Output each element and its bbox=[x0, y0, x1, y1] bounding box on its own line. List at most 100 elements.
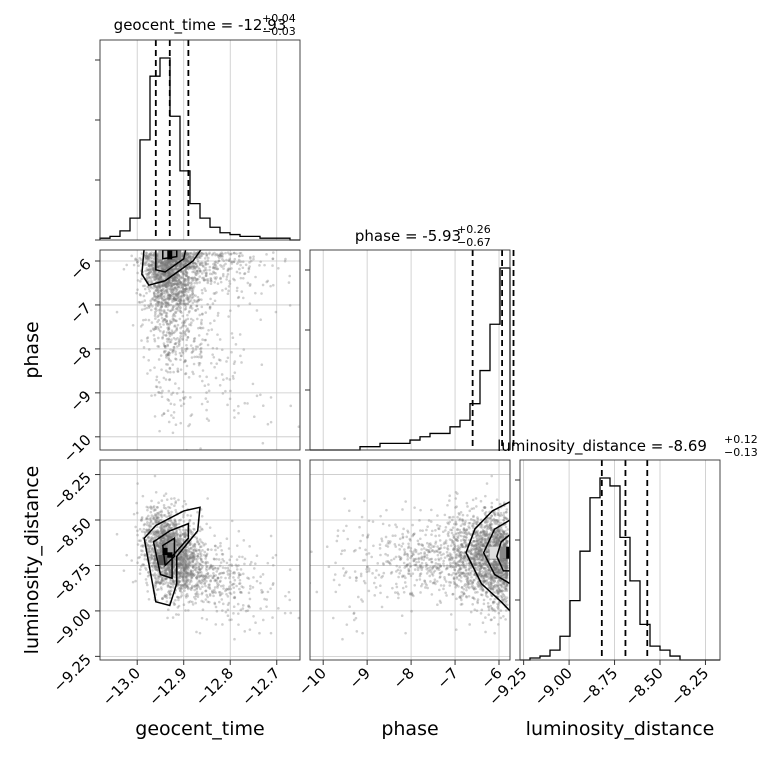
sample-point bbox=[173, 504, 176, 507]
sample-point bbox=[191, 601, 194, 604]
sample-point bbox=[230, 563, 233, 566]
sample-point bbox=[172, 431, 175, 434]
sample-point bbox=[285, 580, 288, 583]
sample-point bbox=[182, 565, 185, 568]
sample-point bbox=[218, 573, 221, 576]
sample-point bbox=[183, 500, 186, 503]
sample-point bbox=[214, 591, 217, 594]
sample-point bbox=[157, 289, 160, 292]
sample-point bbox=[154, 562, 157, 565]
sample-point bbox=[180, 354, 183, 357]
sample-point bbox=[228, 602, 231, 605]
sample-point bbox=[220, 576, 223, 579]
sample-point bbox=[228, 619, 231, 622]
sample-point bbox=[195, 631, 198, 634]
sample-point bbox=[237, 623, 240, 626]
sample-point bbox=[166, 301, 169, 304]
sample-point bbox=[233, 605, 236, 608]
sample-point bbox=[471, 603, 474, 606]
sample-point bbox=[145, 528, 148, 531]
sample-point bbox=[207, 344, 210, 347]
sample-point bbox=[143, 531, 146, 534]
sample-point bbox=[256, 554, 259, 557]
sample-point bbox=[204, 384, 207, 387]
sample-point bbox=[182, 287, 185, 290]
sample-point bbox=[227, 290, 230, 293]
sample-point bbox=[154, 295, 157, 298]
sample-point bbox=[182, 337, 185, 340]
sample-point bbox=[453, 551, 456, 554]
sample-point bbox=[244, 557, 247, 560]
sample-point bbox=[238, 296, 241, 299]
sample-point bbox=[202, 265, 205, 268]
sample-point bbox=[154, 536, 157, 539]
sample-point bbox=[222, 275, 225, 278]
sample-point bbox=[187, 609, 190, 612]
sample-point bbox=[171, 363, 174, 366]
sample-point bbox=[164, 538, 167, 541]
sample-point bbox=[170, 503, 173, 506]
sample-point bbox=[235, 343, 238, 346]
sample-point bbox=[232, 278, 235, 281]
sample-point bbox=[174, 338, 177, 341]
sample-point bbox=[222, 566, 225, 569]
sample-point bbox=[182, 273, 185, 276]
sample-point bbox=[475, 497, 478, 500]
sample-point bbox=[426, 525, 429, 528]
sample-point bbox=[199, 447, 202, 450]
sample-point bbox=[179, 358, 182, 361]
sample-point bbox=[259, 582, 262, 585]
sample-point bbox=[229, 592, 232, 595]
sample-point bbox=[149, 299, 152, 302]
sample-point bbox=[153, 338, 156, 341]
sample-point bbox=[265, 598, 268, 601]
sample-point bbox=[164, 299, 167, 302]
sample-point bbox=[204, 261, 207, 264]
sample-point bbox=[210, 278, 213, 281]
sample-point bbox=[167, 506, 170, 509]
sample-point bbox=[154, 315, 157, 318]
sample-point bbox=[218, 601, 221, 604]
sample-point bbox=[134, 580, 137, 583]
sample-point bbox=[150, 394, 153, 397]
sample-point bbox=[167, 309, 170, 312]
sample-point bbox=[180, 368, 183, 371]
sample-point bbox=[160, 539, 163, 542]
sample-point bbox=[170, 402, 173, 405]
sample-point bbox=[209, 322, 212, 325]
sample-point bbox=[219, 277, 222, 280]
sample-point bbox=[288, 275, 291, 278]
sample-point bbox=[213, 356, 216, 359]
sample-point bbox=[209, 593, 212, 596]
sample-point bbox=[239, 333, 242, 336]
sample-point bbox=[148, 276, 151, 279]
sample-point bbox=[179, 352, 182, 355]
sample-point bbox=[195, 305, 198, 308]
sample-point bbox=[182, 559, 185, 562]
sample-point bbox=[191, 356, 194, 359]
sample-point bbox=[216, 261, 219, 264]
sample-point bbox=[288, 599, 291, 602]
sample-point bbox=[206, 618, 209, 621]
sample-point bbox=[234, 360, 237, 363]
sample-point bbox=[163, 330, 166, 333]
sample-point bbox=[241, 254, 244, 257]
sample-point bbox=[227, 273, 230, 276]
sample-point bbox=[182, 302, 185, 305]
sample-point bbox=[250, 260, 253, 263]
sample-point bbox=[190, 344, 193, 347]
sample-point bbox=[166, 344, 169, 347]
sample-point bbox=[237, 412, 240, 415]
sample-point bbox=[158, 381, 161, 384]
sample-point bbox=[174, 382, 177, 385]
sample-point bbox=[460, 511, 463, 514]
sample-point bbox=[207, 584, 210, 587]
sample-point bbox=[147, 304, 150, 307]
sample-point bbox=[199, 530, 202, 533]
sample-point bbox=[248, 268, 251, 271]
sample-point bbox=[190, 324, 193, 327]
sample-point bbox=[172, 348, 175, 351]
sample-point bbox=[199, 256, 202, 259]
sample-point bbox=[166, 321, 169, 324]
sample-point bbox=[265, 605, 268, 608]
